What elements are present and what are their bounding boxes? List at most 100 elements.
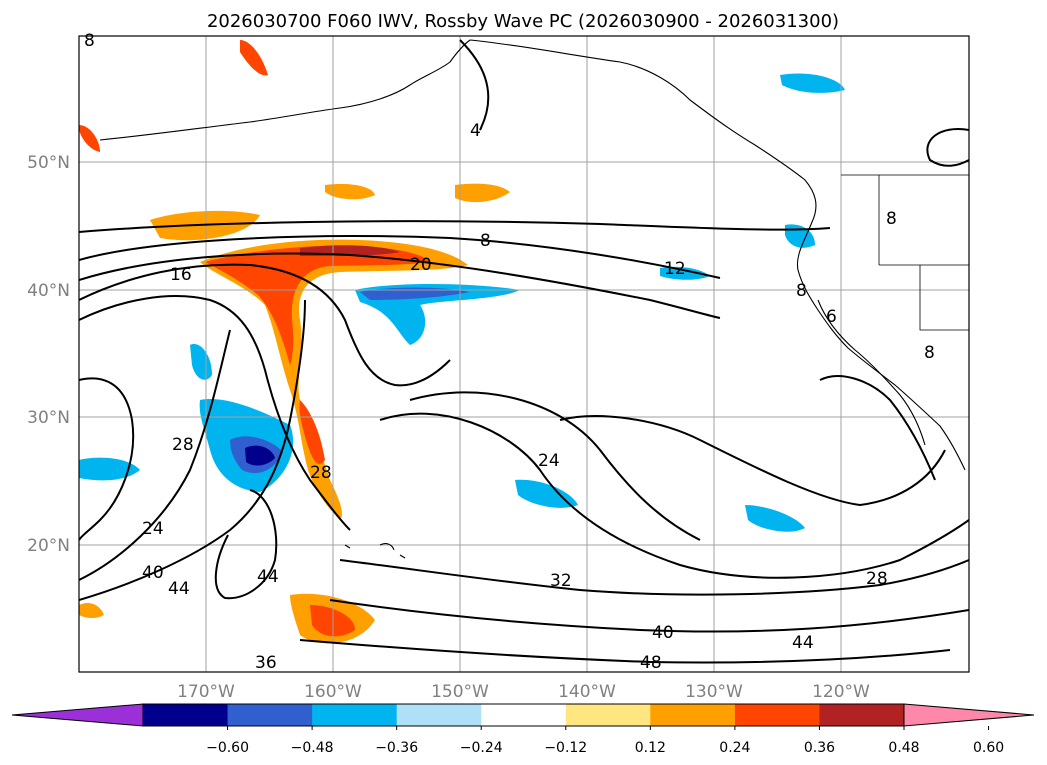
contour-line [79,299,306,601]
contour-label: 8 [886,209,897,229]
contour-line [79,377,135,541]
lat-label: 40°N [27,281,70,301]
contour-label: 12 [664,259,686,279]
positive-anomaly-patch [455,183,510,203]
colorbar-tick-label: −0.36 [375,740,418,756]
contour-line [79,295,351,531]
negative-anomaly-patch [780,73,845,93]
contour-line [299,639,951,664]
latitude-axis: 50°N 40°N 30°N 20°N [27,153,70,556]
map-panel: 4 8 8 12 16 20 24 24 28 28 32 36 40 40 4… [78,31,970,673]
colorbar-segment [396,704,482,726]
colorbar-segment [227,704,313,726]
baja-california-coast [817,299,926,446]
contour-line [379,412,969,579]
lat-label: 50°N [27,153,70,173]
contour-label: 8 [480,231,491,251]
coastlines [99,39,969,559]
negative-anomaly-patch [79,457,140,481]
graticule [79,36,969,672]
lon-label: 140°W [558,682,616,702]
contour-label: 44 [168,579,190,599]
contour-label: 8 [84,31,95,51]
colorbar-tick-label: 0.36 [804,740,835,756]
contour-line [79,263,451,387]
positive-anomaly-patch [79,603,104,619]
negative-anomaly-patch [660,266,710,280]
colorbar-extend-low [11,703,144,727]
north-america-coast [469,39,966,471]
contour-label: 8 [796,281,807,301]
contour-label: 48 [640,653,662,673]
lon-label: 120°W [812,682,870,702]
negative-anomaly-patch [515,479,578,508]
lat-label: 20°N [27,536,70,556]
colorbar-segment [650,704,736,726]
contour-label: 24 [538,451,560,471]
contour-label: 16 [170,265,192,285]
contour-label: 28 [172,435,194,455]
colorbar-tick-label: 0.48 [888,740,919,756]
contour-label: 40 [142,563,164,583]
contour-label: 28 [866,569,888,589]
colorbar-tick-label: 0.60 [973,740,1004,756]
positive-anomaly-patch [240,40,268,76]
hawaii-islands [344,543,406,559]
longitude-axis: 170°W 160°W 150°W 140°W 130°W 120°W [177,682,870,702]
contour-line [79,235,721,279]
ocean-background [79,36,969,672]
colorbar-segment [734,704,820,726]
contour-line [214,489,278,600]
lat-label: 30°N [27,408,70,428]
negative-anomaly-patch [745,505,805,532]
contour-line [339,559,969,596]
colorbar-segment [481,704,567,726]
positive-anomaly-patch [325,184,375,200]
contour-label: 8 [924,343,935,363]
contour-label: 32 [550,571,572,591]
contour-line [79,252,721,319]
contour-label: 44 [792,633,814,653]
map-frame [78,35,970,673]
colorbar-tick-label: 0.12 [635,740,666,756]
contour-label: 6 [826,307,837,327]
contour-line [79,329,231,581]
colorbar-segment [565,704,651,726]
contour-line [329,599,969,633]
colorbar-outline [142,703,905,727]
colorbar: −0.60 −0.48 −0.36 −0.24 −0.12 0.12 0.24 0.36 0.4… [11,703,1035,756]
contour-label: 24 [142,519,164,539]
colorbar-segment [819,704,905,726]
colorbar-segment [143,704,229,726]
contour-label: 44 [257,567,279,587]
colorbar-tick-label: −0.12 [544,740,587,756]
contour-label: 40 [652,623,674,643]
max-negative-anomaly [245,445,275,466]
aleutian-coast [99,39,471,141]
contour-line [409,391,701,541]
contour-line [819,375,936,481]
contour-label: 20 [410,255,432,275]
lon-label: 150°W [431,682,489,702]
figure-title: 2026030700 F060 IWV, Rossby Wave PC (202… [207,11,839,32]
colorbar-tick-label: −0.24 [460,740,503,756]
colorbar-extend-high [903,703,1035,727]
strong-positive-anomaly [205,245,430,365]
positive-anomaly-tail [299,400,325,464]
colorbar-segment [312,704,398,726]
lon-label: 130°W [685,682,743,702]
contour-line [559,415,946,507]
positive-anomaly-band [200,239,468,520]
colorbar-tick-label: −0.48 [291,740,334,756]
contour-label: 28 [310,463,332,483]
contour-label-group: 4 8 8 12 16 20 24 24 28 28 32 36 40 40 4… [84,31,935,673]
lon-label: 160°W [304,682,362,702]
contour-label: 4 [470,121,481,141]
lon-label: 170°W [177,682,235,702]
strong-negative-anomaly [360,287,470,300]
political-boundaries [841,174,969,331]
contour-line [79,220,831,233]
colorbar-tick-label: 0.24 [719,740,750,756]
contour-line [926,128,969,167]
